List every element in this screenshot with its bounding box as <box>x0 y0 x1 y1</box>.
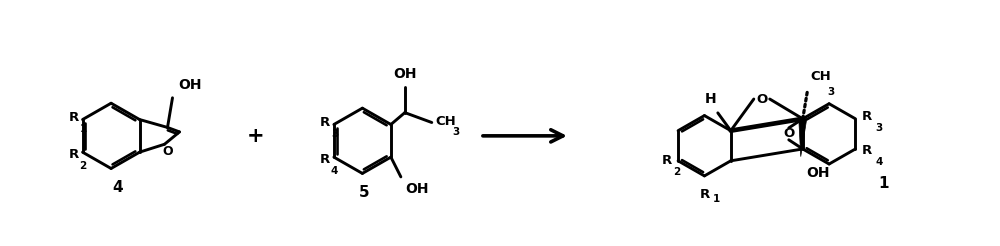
Text: O: O <box>162 145 173 158</box>
Text: 2: 2 <box>673 167 680 177</box>
Text: R: R <box>320 153 330 166</box>
Text: OH: OH <box>807 166 830 180</box>
Text: 3: 3 <box>828 87 835 97</box>
Text: 3: 3 <box>331 129 338 139</box>
Text: CH: CH <box>436 115 457 128</box>
Polygon shape <box>799 119 807 157</box>
Text: R: R <box>861 110 872 123</box>
Text: 4: 4 <box>113 180 123 195</box>
Text: 4: 4 <box>875 157 883 167</box>
Text: 2: 2 <box>80 161 87 170</box>
Text: OH: OH <box>178 78 202 92</box>
Text: R: R <box>68 148 79 161</box>
Text: OH: OH <box>405 182 428 196</box>
Text: OH: OH <box>393 67 417 81</box>
Text: R: R <box>68 111 79 124</box>
Text: R: R <box>320 116 330 129</box>
Text: O: O <box>783 127 794 140</box>
Text: R: R <box>699 188 710 201</box>
Text: H: H <box>705 92 717 106</box>
Text: 1: 1 <box>879 176 889 191</box>
Text: +: + <box>247 126 264 146</box>
Text: R: R <box>662 154 672 167</box>
Text: CH: CH <box>811 70 831 83</box>
Text: 3: 3 <box>875 123 883 133</box>
Text: 5: 5 <box>359 185 370 200</box>
Text: 1: 1 <box>80 124 87 134</box>
Text: 1: 1 <box>712 194 720 204</box>
Text: R: R <box>861 144 872 157</box>
Text: O: O <box>756 92 767 106</box>
Text: 3: 3 <box>453 127 460 138</box>
Text: 4: 4 <box>331 166 338 175</box>
